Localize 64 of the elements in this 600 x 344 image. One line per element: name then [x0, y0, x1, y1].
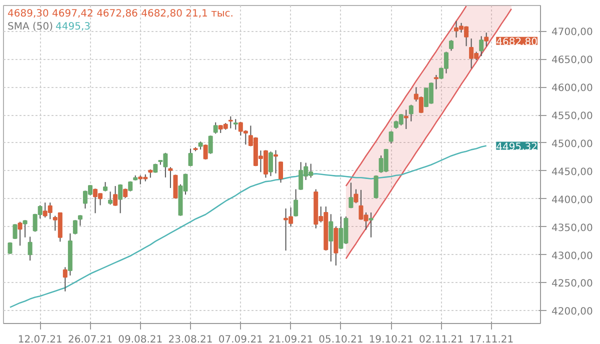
y-tick-label: 4400,00: [552, 194, 593, 206]
candlestick: [374, 174, 378, 199]
candlestick: [28, 236, 32, 262]
x-tick-label: 23.08.21: [168, 334, 213, 344]
y-tick-label: 4600,00: [552, 83, 593, 94]
candlestick: [113, 186, 118, 206]
candlestick: [368, 212, 374, 238]
candlestick: [173, 174, 178, 200]
line-series: [9, 145, 487, 308]
y-tick-label: 4450,00: [552, 166, 593, 178]
candlestick: [168, 166, 173, 188]
y-tick-label: 4650,00: [552, 55, 593, 66]
y-tick-label: 4700,00: [552, 27, 593, 38]
candlestick: [22, 220, 28, 238]
candlestick: [388, 130, 394, 144]
candlestick: [78, 214, 82, 226]
candlestick: [274, 150, 278, 174]
x-tick-label: 17.11.21: [469, 334, 514, 344]
candlestick: [484, 32, 489, 47]
candlestick: [12, 224, 18, 240]
x-tick-label: 05.10.21: [318, 334, 364, 344]
candlestick: [228, 116, 233, 129]
candlestick: [62, 266, 68, 292]
y-tick-label: 4500,00: [552, 138, 593, 150]
annotation: 4689,30 4697,42 4672,86 4682,80 21,1 тыс.: [8, 8, 234, 20]
x-tick-label: 07.09.21: [218, 334, 263, 344]
y-tick-label: 4550,00: [552, 111, 593, 122]
x-tick-label: 19.10.21: [368, 334, 414, 344]
candlestick: [268, 151, 273, 177]
candlestick: [203, 144, 208, 160]
candlestick: [354, 188, 358, 204]
line-series: [345, 6, 467, 187]
y-tick-label: 4350,00: [552, 222, 593, 234]
candlestick: [408, 104, 414, 122]
candlestick: [479, 36, 484, 57]
text: SMA (50): [8, 22, 54, 32]
candlestick: [123, 188, 128, 198]
annotation: 4495,32: [496, 142, 538, 153]
candlestick: [18, 221, 22, 246]
candlestick: [348, 182, 354, 209]
x-tick-label: 02.11.21: [418, 334, 464, 344]
candlestick: [108, 191, 113, 206]
candlestick: [72, 220, 78, 235]
candlestick: [404, 109, 408, 130]
candlestick: [294, 188, 298, 217]
candlestick: [278, 160, 284, 184]
y-tick-label: 4250,00: [552, 278, 593, 290]
y-tick-label: 4200,00: [552, 306, 593, 318]
candlestick: [448, 40, 454, 52]
x-tick-label: 12.07.21: [18, 334, 62, 344]
candlestick: [328, 214, 334, 262]
candlestick: [233, 118, 238, 130]
candlestick: [118, 184, 123, 214]
x-tick-label: 26.07.21: [68, 334, 113, 344]
candlestick: [434, 74, 438, 90]
candlestick: [213, 122, 218, 134]
annotation: 4495,3: [56, 22, 90, 32]
candlestick: [188, 148, 193, 167]
candlestick: [208, 135, 213, 154]
x-tick-label: 21.09.21: [268, 334, 314, 344]
annotation: 4682,80: [496, 36, 538, 48]
x-tick-label: 09.08.21: [118, 334, 163, 344]
candlestick: [103, 182, 108, 192]
y-tick-label: 4300,00: [552, 250, 593, 262]
